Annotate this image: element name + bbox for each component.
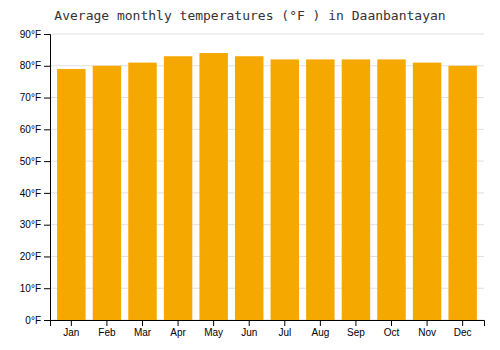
x-tick-mark [462, 320, 463, 326]
grid-line [50, 34, 484, 35]
x-tick-mark [391, 320, 392, 326]
y-tick-mark [44, 225, 50, 226]
grid [50, 34, 484, 320]
x-tick: Apr [170, 320, 186, 338]
y-tick: 20°F [20, 251, 50, 262]
y-tick-label: 40°F [20, 188, 41, 199]
x-tick-label: Mar [134, 327, 152, 338]
y-tick-label: 70°F [20, 92, 41, 103]
bar [413, 63, 441, 320]
x-tick: Nov [418, 320, 436, 338]
y-tick-label: 90°F [20, 29, 41, 40]
x-tick-label: Sep [347, 327, 365, 338]
y-tick-mark [44, 98, 50, 99]
y-tick-mark [44, 129, 50, 130]
bar [342, 59, 370, 320]
bar [128, 63, 156, 320]
y-tick-label: 80°F [20, 60, 41, 71]
y-tick-mark [44, 161, 50, 162]
x-tick: Jul [278, 320, 291, 338]
x-tick-label: Oct [384, 327, 400, 338]
x-tick: Feb [98, 320, 116, 338]
y-tick-label: 60°F [20, 124, 41, 135]
x-tick-label: Feb [98, 327, 116, 338]
bars [57, 53, 477, 320]
x-tick-mark [427, 320, 428, 326]
y-axis-line [44, 35, 51, 321]
x-tick-mark [213, 320, 214, 326]
x-tick-mark [284, 320, 285, 326]
bar [57, 69, 85, 320]
y-tick-mark [44, 320, 50, 321]
y-tick: 50°F [20, 156, 50, 167]
y-tick-label: 20°F [20, 251, 41, 262]
y-tick: 30°F [20, 219, 50, 230]
x-tick-mark [178, 320, 179, 326]
x-tick-label: Nov [418, 327, 436, 338]
x-tick-mark [320, 320, 321, 326]
x-tick: Dec [454, 320, 472, 338]
y-tick-mark [44, 256, 50, 257]
y-tick: 0°F [25, 315, 50, 326]
x-tick-label: Jul [278, 327, 291, 338]
y-tick-label: 0°F [25, 315, 41, 326]
y-tick-label: 30°F [20, 219, 41, 230]
plot-area: 0°F 10°F 20°F 30°F 40°F 50°F 60°F 70°F 80°F 90°F J… [20, 29, 485, 338]
bar [271, 59, 299, 320]
x-tick-mark [142, 320, 143, 326]
x-tick: Mar [134, 320, 152, 338]
x-tick: Oct [384, 320, 400, 338]
bar [235, 56, 263, 320]
y-axis: 0°F 10°F 20°F 30°F 40°F 50°F 60°F 70°F 80°F 90°F [20, 29, 51, 326]
y-tick: 10°F [20, 283, 50, 294]
chart: 0°F 10°F 20°F 30°F 40°F 50°F 60°F 70°F 80°F 90°F J… [0, 0, 500, 350]
x-tick: May [204, 320, 223, 338]
x-tick-mark [249, 320, 250, 326]
x-tick-mark [106, 320, 107, 326]
bar [199, 53, 227, 320]
x-tick: Jun [241, 320, 257, 338]
x-tick: Sep [347, 320, 365, 338]
y-tick-mark [44, 66, 50, 67]
y-tick-label: 10°F [20, 283, 41, 294]
bar [377, 59, 405, 320]
x-axis-line [51, 321, 485, 327]
bar [93, 66, 121, 320]
x-tick-label: Aug [311, 327, 329, 338]
y-tick-mark [44, 288, 50, 289]
y-tick: 40°F [20, 188, 50, 199]
y-tick: 90°F [20, 29, 50, 40]
y-tick-label: 50°F [20, 156, 41, 167]
title: Average monthly temperatures (°F ) in Da… [54, 8, 445, 23]
y-tick-mark [44, 34, 50, 35]
x-tick-mark [71, 320, 72, 326]
x-tick: Jan [63, 320, 79, 338]
y-tick: 70°F [20, 92, 50, 103]
bar [448, 66, 476, 320]
x-tick-label: Jan [63, 327, 79, 338]
bar [306, 59, 334, 320]
x-tick-label: Apr [170, 327, 186, 338]
x-tick-label: Jun [241, 327, 257, 338]
x-tick-label: Dec [454, 327, 472, 338]
x-tick-mark [355, 320, 356, 326]
x-tick-label: May [204, 327, 223, 338]
x-axis: Jan Feb Mar Apr May Jun Jul Aug Sep Oct Nov Dec [51, 320, 485, 338]
bar [164, 56, 192, 320]
y-tick-mark [44, 193, 50, 194]
y-tick: 60°F [20, 124, 50, 135]
y-tick: 80°F [20, 60, 50, 71]
x-tick: Aug [311, 320, 329, 338]
